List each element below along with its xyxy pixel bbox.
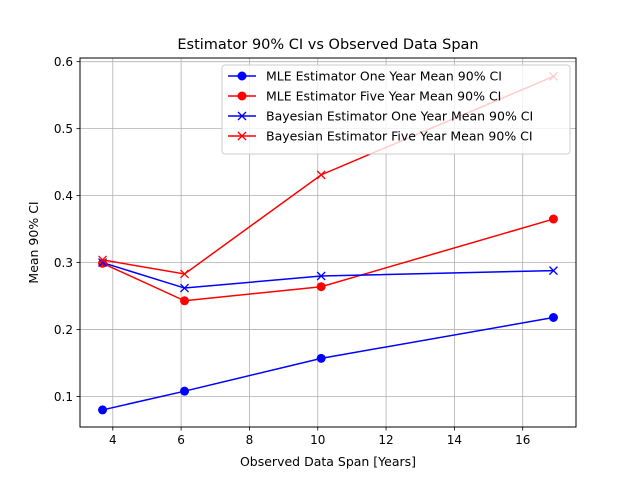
legend-entry: MLE Estimator One Year Mean 90% CI — [228, 69, 502, 84]
marker-stroke — [180, 269, 189, 279]
y-tick-label: 0.1 — [54, 390, 73, 404]
legend-label: Bayesian Estimator Five Year Mean 90% CI — [266, 129, 533, 144]
legend-marker — [237, 91, 247, 101]
data-point — [98, 255, 108, 265]
marker-stroke — [180, 283, 189, 293]
data-point — [180, 296, 190, 306]
legend-label: Bayesian Estimator One Year Mean 90% CI — [266, 109, 533, 124]
marker-stroke — [237, 111, 247, 121]
data-point — [316, 353, 326, 363]
x-tick-label: 6 — [177, 433, 185, 447]
x-tick-label: 4 — [109, 433, 117, 447]
y-tick-label: 0.5 — [54, 122, 73, 136]
marker-stroke — [316, 271, 326, 281]
y-tick-label: 0.2 — [54, 323, 73, 337]
legend-entry: Bayesian Estimator Five Year Mean 90% CI — [228, 129, 533, 144]
x-tick-label: 12 — [378, 433, 393, 447]
x-tick-label: 10 — [310, 433, 325, 447]
x-tick-label: 8 — [246, 433, 254, 447]
axis-ticks: 4 6 8 10 12 14 16 0.1 0.2 0.3 0.4 0.5 0.6 — [54, 55, 530, 447]
x-axis-label: Observed Data Span [Years] — [240, 454, 416, 469]
plot-area-frame — [79, 57, 577, 428]
x-tick-label: 14 — [447, 433, 462, 447]
legend-entry: Bayesian Estimator One Year Mean 90% CI — [228, 109, 533, 124]
legend-marker — [237, 131, 247, 141]
data-point — [98, 405, 108, 415]
chart-title: Estimator 90% CI vs Observed Data Span — [177, 37, 478, 53]
y-tick-label: 0.4 — [54, 189, 73, 203]
data-point — [180, 269, 189, 279]
data-point — [180, 386, 190, 396]
data-point — [316, 271, 326, 281]
x-tick-label: 16 — [515, 433, 530, 447]
data-point — [548, 214, 558, 224]
legend: MLE Estimator One Year Mean 90% CI MLE Es… — [221, 64, 571, 155]
legend-label: MLE Estimator Five Year Mean 90% CI — [266, 89, 501, 104]
marker-stroke — [316, 170, 326, 180]
legend-marker — [237, 111, 247, 121]
series-line — [102, 316, 554, 411]
y-tick-label: 0.6 — [54, 55, 73, 69]
data-point — [180, 283, 189, 293]
data-point — [316, 170, 326, 180]
series-line — [102, 218, 554, 302]
y-tick-label: 0.3 — [54, 256, 73, 270]
legend-label: MLE Estimator One Year Mean 90% CI — [266, 69, 502, 84]
data-point — [548, 266, 558, 276]
marker-stroke — [237, 131, 247, 141]
marker-stroke — [548, 266, 558, 276]
series-line — [102, 261, 554, 289]
legend-entry: MLE Estimator Five Year Mean 90% CI — [228, 89, 501, 104]
legend-marker — [237, 71, 247, 81]
series-1 — [98, 313, 558, 415]
data-point — [548, 313, 558, 323]
marker-stroke — [98, 255, 108, 265]
legend-box — [221, 64, 571, 155]
y-axis-label: Mean 90% CI — [26, 201, 41, 283]
data-point — [316, 282, 326, 292]
